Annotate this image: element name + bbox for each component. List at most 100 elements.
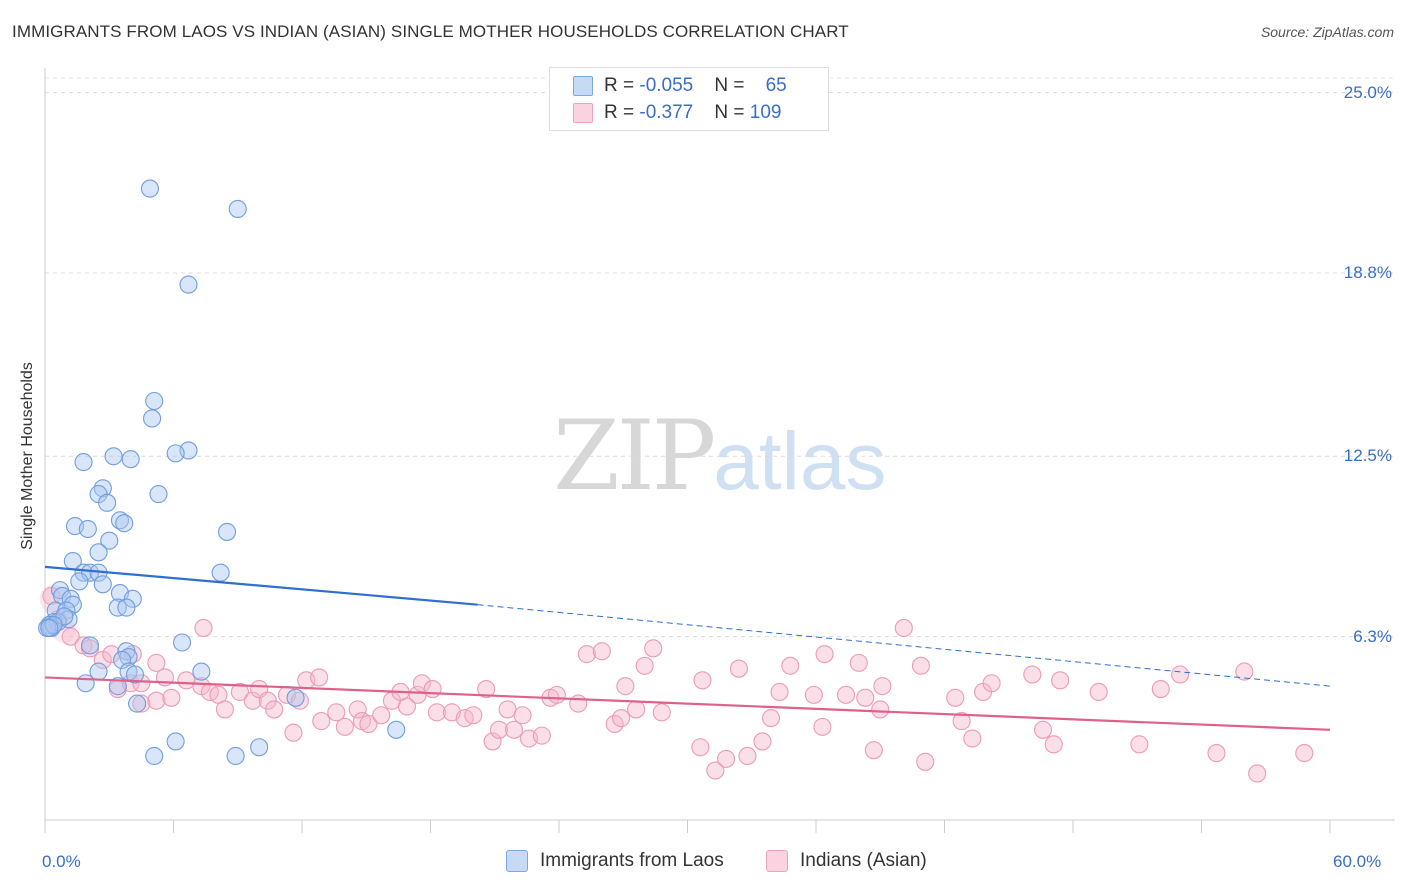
indian-point (644, 639, 663, 658)
source-label: Source: ZipAtlas.com (1260, 24, 1394, 40)
laos-point (74, 563, 93, 582)
indian-point (616, 677, 635, 696)
indian-point (706, 761, 725, 780)
chart-title: IMMIGRANTS FROM LAOS VS INDIAN (ASIAN) S… (12, 22, 849, 41)
indian-point (569, 694, 588, 713)
laos-point (228, 199, 247, 218)
laos-point (74, 453, 93, 472)
indian-point (894, 618, 913, 638)
indian-point (952, 712, 971, 731)
legend-swatch-laos (573, 76, 593, 96)
laos-point (211, 563, 230, 582)
indian-point (1171, 665, 1190, 684)
laos-points (38, 179, 406, 766)
indian-point (1248, 764, 1267, 783)
indian-point (547, 685, 566, 704)
laos-point (115, 514, 134, 533)
laos-point (76, 674, 95, 693)
y-tick-label: 25.0% (1343, 82, 1392, 102)
laos-point (226, 746, 245, 766)
indian-point (215, 700, 234, 719)
bottom-legend-swatch-indian (766, 850, 788, 872)
gridlines (45, 77, 1395, 638)
indian-point (781, 656, 800, 675)
indian-points (39, 584, 1314, 783)
indian-point (102, 645, 121, 664)
laos-point (140, 179, 159, 198)
laos-point (78, 519, 97, 539)
indian-point (856, 688, 875, 707)
indian-point (592, 642, 611, 661)
laos-point (143, 409, 162, 428)
indian-point (423, 680, 442, 699)
indian-point (489, 720, 509, 739)
bottom-legend-laos: Immigrants from Laos (506, 850, 724, 872)
legend-row-indian: R = -0.377 N = 109 (573, 101, 781, 125)
laos-point (104, 447, 123, 466)
laos-point (113, 650, 132, 670)
laos-point (89, 543, 108, 562)
indian-point (1130, 735, 1149, 754)
indian-point (310, 668, 329, 687)
indian-point (147, 691, 166, 710)
watermark-atlas: atlas (713, 416, 887, 507)
laos-point (145, 746, 164, 766)
legend-n-label: N = (714, 75, 750, 96)
laos-point (80, 636, 100, 655)
indian-point (265, 700, 284, 719)
indian-point (284, 723, 303, 742)
laos-point (192, 662, 211, 681)
watermark-zip: ZIP (553, 400, 716, 512)
indian-point (873, 677, 892, 696)
indian-point (1089, 682, 1108, 702)
laos-point (40, 618, 59, 638)
indian-point (61, 627, 80, 646)
indian-point (1295, 744, 1314, 763)
indian-point (1207, 744, 1226, 763)
indian-point (335, 717, 354, 736)
laos-point (286, 688, 305, 707)
legend-n-value-laos: 65 (765, 75, 787, 96)
indian-point (577, 645, 596, 664)
bottom-legend-indian: Indians (Asian) (766, 850, 927, 872)
indian-point (916, 752, 935, 771)
indian-point (1033, 720, 1053, 739)
indian-point (1023, 665, 1042, 684)
legend-r-value-indian: -0.377 (639, 102, 694, 123)
laos-point (125, 665, 144, 684)
laos-point (387, 720, 406, 739)
indian-point (464, 706, 483, 725)
x-tick-label-max: 60.0% (1333, 852, 1382, 871)
laos-point (108, 677, 127, 696)
legend-r-label: R = (604, 102, 640, 123)
indian-point (483, 732, 502, 751)
indian-point (804, 685, 823, 704)
indian-point (815, 645, 834, 664)
laos-point (100, 531, 119, 550)
indian-point (1051, 671, 1070, 690)
indian-point (359, 714, 378, 734)
laos-point (98, 493, 117, 512)
laos-point (217, 522, 237, 541)
laos-point (250, 738, 269, 757)
indian-point (635, 656, 654, 675)
laos-point (93, 575, 112, 594)
indian-point (230, 682, 249, 702)
bottom-legend-label-laos: Immigrants from Laos (540, 850, 724, 871)
laos-point (145, 391, 164, 411)
indian-point (348, 700, 367, 719)
y-axis-label: Single Mother Households (19, 362, 36, 550)
indian-point (1235, 662, 1254, 681)
trend-line-laos (44, 565, 478, 606)
indian-point (612, 709, 631, 728)
legend-row-laos: R = -0.055 N = 65 (573, 74, 787, 98)
legend-r-label: R = (604, 75, 640, 96)
indian-point (147, 653, 166, 672)
legend-r-value-laos: -0.055 (639, 75, 694, 96)
indian-point (162, 688, 181, 707)
indian-point (836, 685, 856, 704)
indian-point (729, 659, 748, 678)
indian-point (813, 717, 832, 736)
indian-point (691, 738, 710, 757)
stats-legend: R = -0.055 N = 65 R = -0.377 N = 109 (549, 67, 829, 131)
